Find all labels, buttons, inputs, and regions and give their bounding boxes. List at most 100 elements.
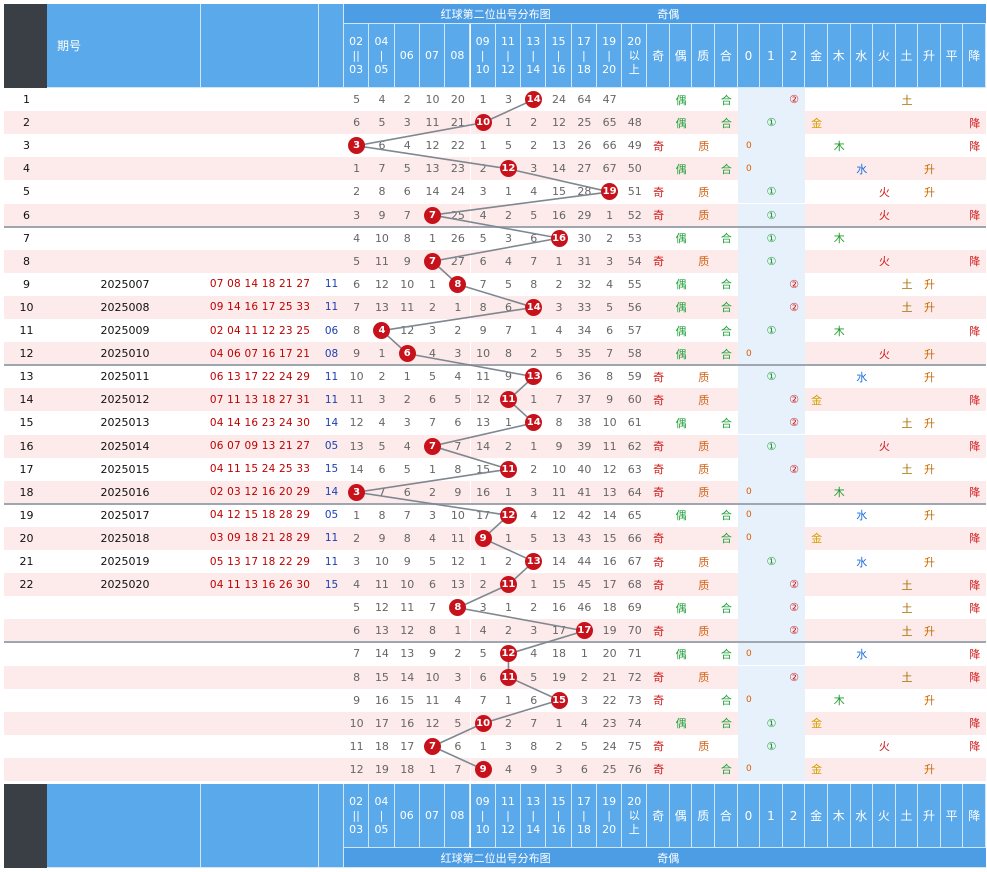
zone-label: 04 <box>374 794 389 808</box>
attr-cell <box>692 526 716 550</box>
omission-cell: 11 <box>495 457 522 481</box>
attr-cell <box>647 295 670 319</box>
attr-cell <box>692 642 716 666</box>
header-attr-10: 火 <box>873 24 896 88</box>
attr-cell <box>782 365 806 389</box>
omission-cell: 3 <box>419 319 446 343</box>
omission-cell: 2 <box>521 457 547 481</box>
attr-cell <box>895 180 919 204</box>
blue-ball: 15 <box>319 573 344 597</box>
attr-cell <box>805 573 828 597</box>
omission-cell: 1 <box>521 388 547 412</box>
attr-cell: ① <box>760 711 783 735</box>
attr-cell <box>850 526 874 550</box>
zone-label: | <box>556 48 561 62</box>
omission-cell: 1 <box>521 573 547 597</box>
omission-cell: 20 <box>597 642 623 666</box>
attr-cell <box>692 88 716 112</box>
omission-cell: 9 <box>470 526 496 550</box>
drawn-ball-marker: 10 <box>474 714 492 732</box>
attr-cell <box>669 249 693 273</box>
attr-cell <box>873 711 896 735</box>
omission-cell: 1 <box>495 411 522 435</box>
omission-cell: 66 <box>597 134 623 158</box>
omission-cell: 9 <box>394 550 420 574</box>
omission-cell: 31 <box>571 249 597 273</box>
attr-cell <box>805 550 828 574</box>
zone-label: 20 <box>602 62 617 76</box>
omission-cell: 16 <box>597 550 623 574</box>
omission-cell: 13 <box>521 550 547 574</box>
attr-cell <box>715 480 738 504</box>
attr-cell: 降 <box>963 734 986 758</box>
attr-cell <box>963 503 986 527</box>
attr-cell <box>940 134 964 158</box>
attr-cell <box>669 457 693 481</box>
attr-cell <box>669 434 693 458</box>
omission-cell: 6 <box>495 295 522 319</box>
attr-cell <box>850 295 874 319</box>
omission-cell: 7 <box>521 711 547 735</box>
attr-cell <box>827 434 851 458</box>
omission-cell: 54 <box>622 249 648 273</box>
zone-label: 07 <box>425 808 440 822</box>
attr-cell: 木 <box>827 134 851 158</box>
omission-cell: 15 <box>546 180 572 204</box>
attr-cell <box>850 388 874 412</box>
attr-cell <box>715 550 738 574</box>
omission-cell: 6 <box>470 249 496 273</box>
drawn-ball-marker: 11 <box>499 576 517 594</box>
attr-cell <box>760 665 783 689</box>
omission-cell: 5 <box>445 388 471 412</box>
attr-cell <box>805 434 828 458</box>
issue-number: 2025015 <box>49 457 201 481</box>
footer-parity-title: 奇偶 <box>647 848 986 868</box>
omission-cell: 7 <box>394 503 420 527</box>
omission-cell: 14 <box>546 157 572 181</box>
attr-cell: ① <box>760 180 783 204</box>
attr-cell <box>895 342 919 366</box>
attr-cell <box>873 526 896 550</box>
attr-cell <box>940 295 964 319</box>
attr-cell <box>963 457 986 481</box>
winning-numbers: 04 11 15 24 25 33 <box>201 457 319 481</box>
drawn-ball-marker: 12 <box>499 160 517 178</box>
attr-cell: 奇 <box>647 134 670 158</box>
zone-label <box>430 35 434 49</box>
attr-cell: 偶 <box>669 711 693 735</box>
omission-cell: 17 <box>571 619 597 643</box>
omission-cell: 15 <box>369 665 395 689</box>
attr-cell <box>782 434 806 458</box>
omission-cell: 34 <box>571 319 597 343</box>
omission-cell: 3 <box>470 596 496 620</box>
attr-cell <box>715 734 738 758</box>
drawn-ball-marker: 7 <box>424 437 442 455</box>
omission-cell: 17 <box>369 711 395 735</box>
attr-cell: 合 <box>715 757 738 781</box>
omission-cell: 2 <box>546 272 572 296</box>
attr-cell <box>669 203 693 227</box>
row-number: 2 <box>4 111 49 135</box>
attr-cell: 偶 <box>669 342 693 366</box>
winning-numbers: 04 11 13 16 26 30 <box>201 573 319 597</box>
footer-attr-10: 火 <box>873 784 896 848</box>
drawn-ball-marker: 3 <box>348 137 366 155</box>
drawn-ball-marker: 14 <box>525 298 543 316</box>
winning-numbers: 05 13 17 18 22 29 <box>201 550 319 574</box>
attr-cell <box>850 480 874 504</box>
attr-cell <box>760 388 783 412</box>
omission-cell: 65 <box>597 111 623 135</box>
attr-cell: 质 <box>692 134 716 158</box>
zone-label: 02 <box>349 34 364 48</box>
omission-cell: 3 <box>521 157 547 181</box>
drawn-ball-marker: 8 <box>449 599 467 617</box>
attr-cell <box>895 249 919 273</box>
omission-cell: 12 <box>546 503 572 527</box>
attr-cell <box>895 226 919 250</box>
attr-cell <box>715 180 738 204</box>
attr-cell: 奇 <box>647 619 670 643</box>
attr-cell <box>850 342 874 366</box>
attr-cell <box>940 342 964 366</box>
omission-cell: 16 <box>394 711 420 735</box>
blue-ball <box>319 134 344 158</box>
